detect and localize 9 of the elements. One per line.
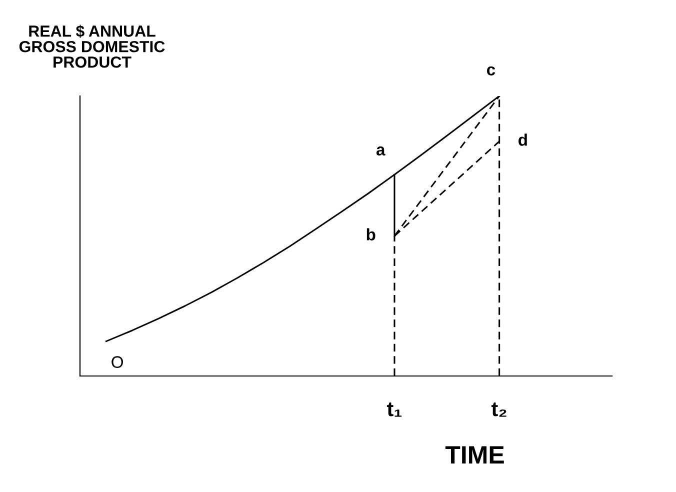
x-axis-title: TIME: [445, 446, 504, 464]
annotation: a: [376, 146, 386, 156]
x-tick-label: t₂: [491, 402, 506, 417]
annotation: O: [112, 356, 124, 368]
x-tick-label: t₁: [386, 402, 402, 417]
annotation: c: [486, 66, 496, 76]
y-axis-title: REAL $ ANNUAL GROSS DOMESTIC PRODUCT: [19, 24, 165, 68]
annotation: b: [366, 228, 376, 240]
annotation: d: [518, 134, 527, 146]
